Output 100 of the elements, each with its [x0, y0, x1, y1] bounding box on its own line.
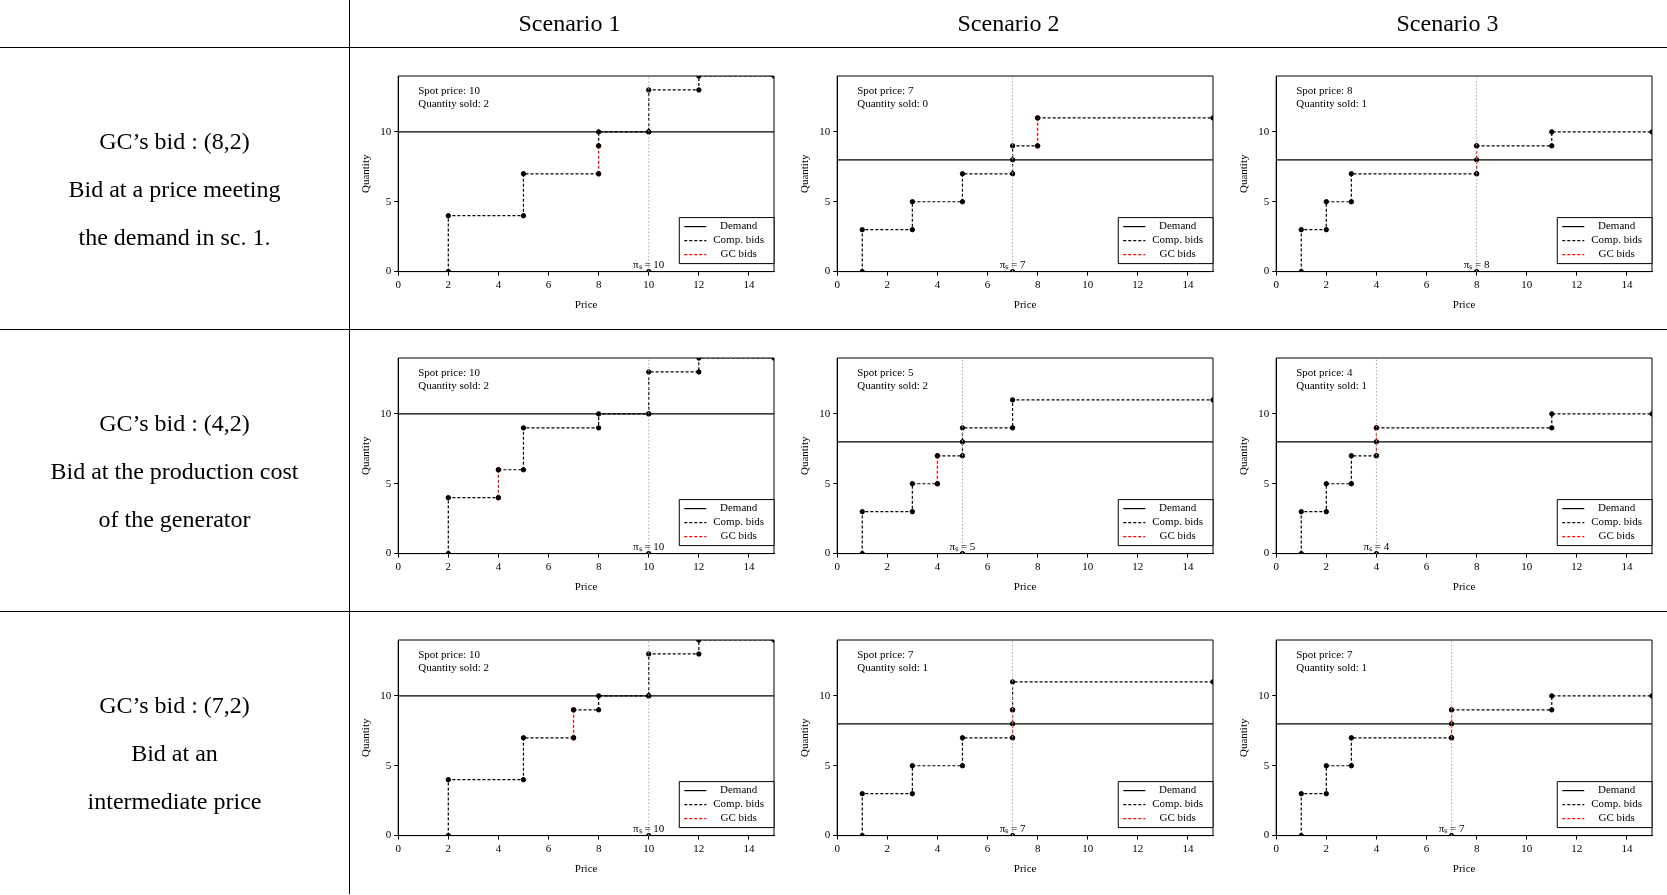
x-tick-label: 14 — [1181, 559, 1194, 572]
y-tick-label: 5 — [824, 758, 831, 771]
x-axis-title: Price — [1013, 862, 1037, 875]
ref-line-label: πₛ = 7 — [999, 257, 1026, 270]
legend-label: Comp. bids — [1590, 797, 1642, 810]
y-tick-label: 0 — [824, 828, 831, 841]
x-tick-label: 10 — [1081, 277, 1094, 290]
x-tick-label: 4 — [495, 277, 502, 290]
annotation: Spot price: 7 — [856, 83, 914, 96]
x-tick-label: 4 — [934, 559, 941, 572]
ref-line-label: πₛ = 10 — [632, 821, 665, 834]
legend-label: Comp. bids — [1151, 797, 1203, 810]
y-tick-label: 0 — [385, 545, 392, 558]
text: GC’s bid : (7,2) — [99, 691, 250, 720]
x-tick-label: 2 — [1323, 277, 1329, 290]
legend-label: Comp. bids — [1151, 232, 1203, 245]
x-tick-label: 12 — [692, 277, 704, 290]
x-tick-label: 8 — [595, 842, 602, 855]
annotation: Quantity sold: 1 — [1295, 378, 1367, 391]
x-tick-label: 4 — [495, 842, 502, 855]
x-tick-label: 10 — [1520, 277, 1533, 290]
text: Bid at an — [131, 739, 218, 768]
annotation: Spot price: 7 — [1295, 648, 1353, 661]
x-axis-title: Price — [1013, 297, 1037, 310]
x-axis-title: Price — [1452, 862, 1476, 875]
legend-label: GC bids — [1158, 528, 1196, 541]
text: intermediate price — [87, 787, 262, 816]
y-tick-label: 10 — [818, 124, 831, 137]
x-tick-label: 4 — [1373, 277, 1380, 290]
x-tick-label: 6 — [984, 277, 991, 290]
x-tick-label: 12 — [1570, 277, 1582, 290]
annotation: Spot price: 10 — [417, 648, 480, 661]
x-tick-label: 6 — [1423, 559, 1430, 572]
x-tick-label: 14 — [1620, 842, 1633, 855]
x-tick-label: 8 — [1034, 842, 1041, 855]
y-tick-label: 5 — [385, 194, 392, 207]
x-axis-title: Price — [1013, 579, 1037, 592]
x-tick-label: 14 — [1620, 559, 1633, 572]
annotation: Quantity sold: 0 — [856, 96, 929, 109]
x-tick-label: 0 — [833, 842, 840, 855]
ref-line-label: πₛ = 10 — [632, 539, 665, 552]
y-tick-label: 0 — [824, 545, 831, 558]
text: GC’s bid : (8,2) — [99, 126, 250, 156]
legend-label: GC bids — [1158, 246, 1196, 259]
text: Scenario 2 — [957, 10, 1060, 37]
x-tick-label: 2 — [884, 842, 890, 855]
x-tick-label: 0 — [1272, 277, 1279, 290]
x-tick-label: 0 — [1272, 842, 1279, 855]
legend-label: Demand — [1597, 500, 1636, 513]
x-tick-label: 8 — [1473, 277, 1480, 290]
x-tick-label: 6 — [545, 842, 552, 855]
x-tick-label: 8 — [1473, 842, 1480, 855]
x-tick-label: 6 — [1423, 842, 1430, 855]
annotation: Quantity sold: 2 — [856, 378, 928, 391]
x-tick-label: 8 — [595, 559, 602, 572]
legend-label: GC bids — [1597, 246, 1635, 259]
ref-line-label: πₛ = 5 — [949, 539, 976, 552]
ref-line-label: πₛ = 4 — [1363, 539, 1390, 552]
annotation: Spot price: 4 — [1295, 365, 1353, 378]
x-tick-label: 14 — [742, 842, 755, 855]
legend-label: Comp. bids — [1590, 232, 1642, 245]
x-tick-label: 10 — [1520, 559, 1533, 572]
x-tick-label: 2 — [445, 842, 451, 855]
ref-line-label: πₛ = 8 — [1463, 257, 1490, 270]
legend-label: Demand — [1158, 218, 1197, 231]
y-tick-label: 5 — [1263, 758, 1270, 771]
legend-label: Demand — [719, 218, 758, 231]
text: Scenario 3 — [1396, 10, 1499, 37]
legend-label: Demand — [1597, 218, 1636, 231]
annotation: Quantity sold: 2 — [417, 661, 489, 674]
legend-label: Comp. bids — [1590, 514, 1642, 527]
y-tick-label: 10 — [818, 688, 831, 701]
x-tick-label: 4 — [934, 277, 941, 290]
legend-label: Comp. bids — [712, 797, 764, 810]
x-tick-label: 14 — [1181, 277, 1194, 290]
x-tick-label: 12 — [1131, 559, 1143, 572]
x-axis-title: Price — [1452, 297, 1476, 310]
x-tick-label: 12 — [1570, 842, 1582, 855]
legend-label: Comp. bids — [1151, 514, 1203, 527]
annotation: Spot price: 8 — [1295, 83, 1353, 96]
x-tick-label: 2 — [1323, 842, 1329, 855]
x-tick-label: 2 — [884, 277, 890, 290]
legend-label: GC bids — [719, 246, 757, 259]
y-tick-label: 10 — [379, 406, 392, 419]
annotation: Spot price: 10 — [417, 365, 480, 378]
x-tick-label: 12 — [692, 559, 704, 572]
x-tick-label: 2 — [445, 277, 451, 290]
legend-label: Comp. bids — [712, 514, 764, 527]
y-axis-title: Quantity — [797, 435, 810, 475]
x-tick-label: 10 — [1081, 559, 1094, 572]
x-tick-label: 8 — [595, 277, 602, 290]
x-tick-label: 2 — [445, 559, 451, 572]
x-tick-label: 0 — [394, 277, 401, 290]
legend-label: GC bids — [1597, 528, 1635, 541]
x-tick-label: 4 — [495, 559, 502, 572]
x-tick-label: 6 — [1423, 277, 1430, 290]
y-tick-label: 0 — [824, 263, 831, 276]
ref-line-label: πₛ = 10 — [632, 257, 665, 270]
y-tick-label: 5 — [824, 476, 831, 489]
legend-label: Comp. bids — [712, 232, 764, 245]
